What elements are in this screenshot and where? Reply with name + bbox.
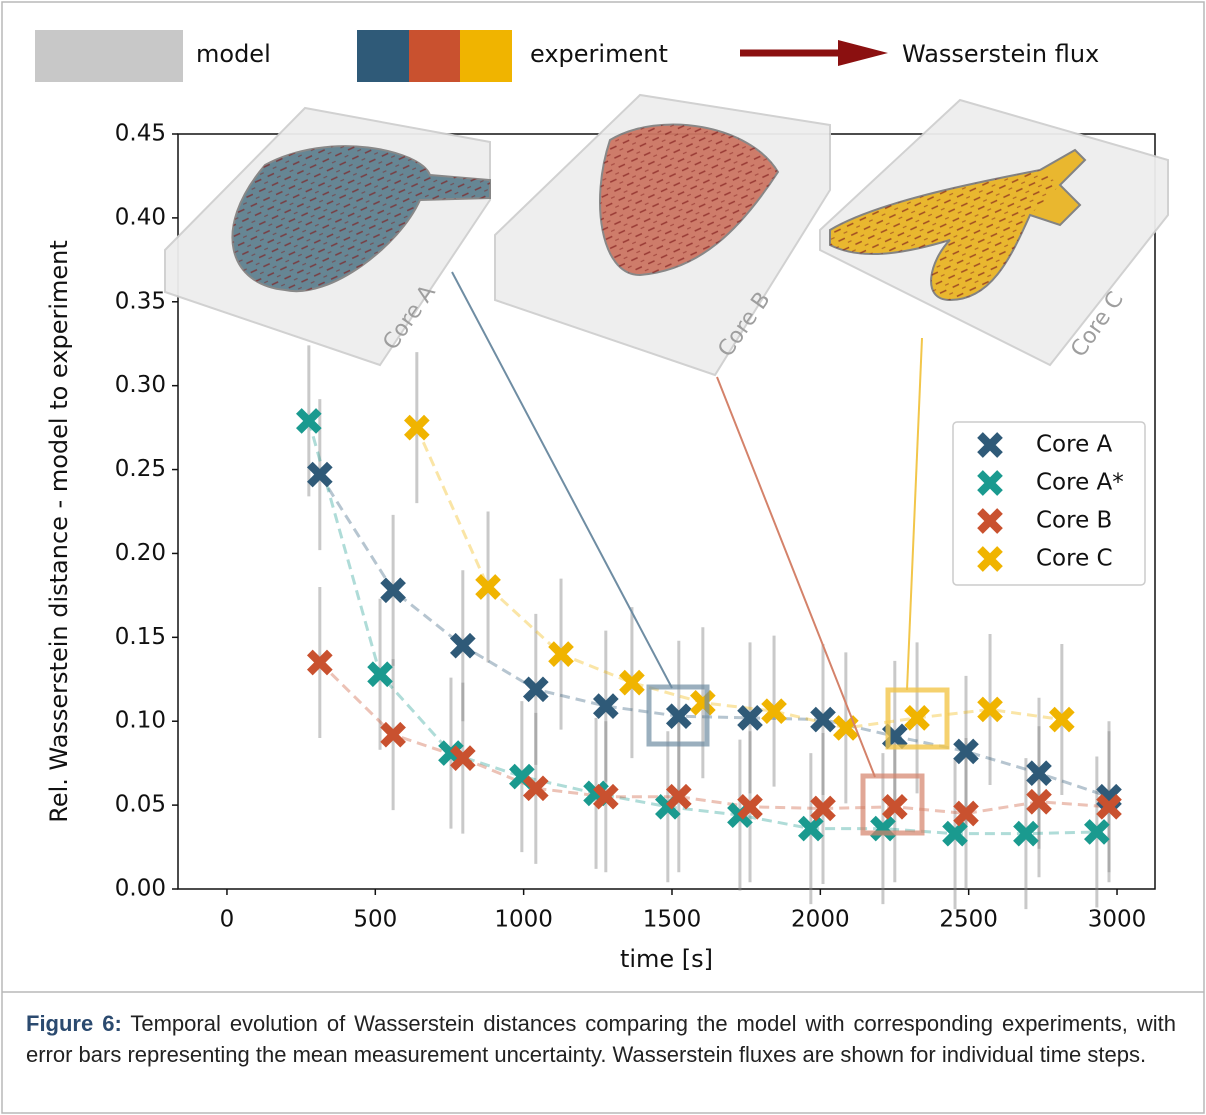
y-tick-label: 0.25 [115,456,166,482]
legend-label: Core A [1036,432,1113,458]
legend-label: Core C [1036,546,1113,572]
y-tick-label: 0.45 [115,121,166,147]
legend: Core A Core A* Core B Core C [953,422,1145,585]
x-tick-label: 1500 [643,907,702,933]
y-tick-label: 0.10 [115,708,166,734]
x-tick-label: 1000 [494,907,553,933]
x-axis-label: time [s] [620,945,713,973]
figure: model experiment Wasserstein flux 0.00 0.… [0,0,1206,1115]
x-tick-label: 3000 [1088,907,1147,933]
x-tick-label: 500 [353,907,397,933]
y-tick-label: 0.30 [115,372,166,398]
x-tick-label: 2500 [939,907,998,933]
experiment-swatch [357,30,409,82]
y-tick-label: 0.35 [115,288,166,314]
y-tick-label: 0.20 [115,540,166,566]
legend-label: experiment [530,40,668,68]
caption: Figure 6: Temporal evolution of Wasserst… [26,1008,1176,1070]
flux-arrow [740,40,888,66]
x-tick-label: 0 [220,907,235,933]
caption-label: Figure 6: [26,1011,122,1036]
legend-label: Wasserstein flux [902,40,1099,68]
inset-core-c: Core C [820,100,1168,365]
caption-text: Temporal evolution of Wasserstein distan… [26,1011,1176,1067]
y-tick-label: 0.40 [115,204,166,230]
inset-core-b: Core B [495,95,830,375]
y-axis-label: Rel. Wasserstein distance - model to exp… [45,240,73,823]
connector [907,338,922,690]
legend-label: model [196,40,271,68]
x-tick-label: 2000 [791,907,850,933]
y-tick-label: 0.15 [115,624,166,650]
experiment-swatch [409,30,460,82]
experiment-swatch [460,30,512,82]
chart: model experiment Wasserstein flux 0.00 0.… [0,0,1206,1115]
inset-core-a: Core A [165,108,490,365]
legend-label: Core B [1036,508,1112,534]
y-tick-label: 0.00 [115,876,166,902]
y-tick-label: 0.05 [115,792,166,818]
legend-label: Core A* [1036,470,1124,496]
model-swatch [35,30,183,82]
